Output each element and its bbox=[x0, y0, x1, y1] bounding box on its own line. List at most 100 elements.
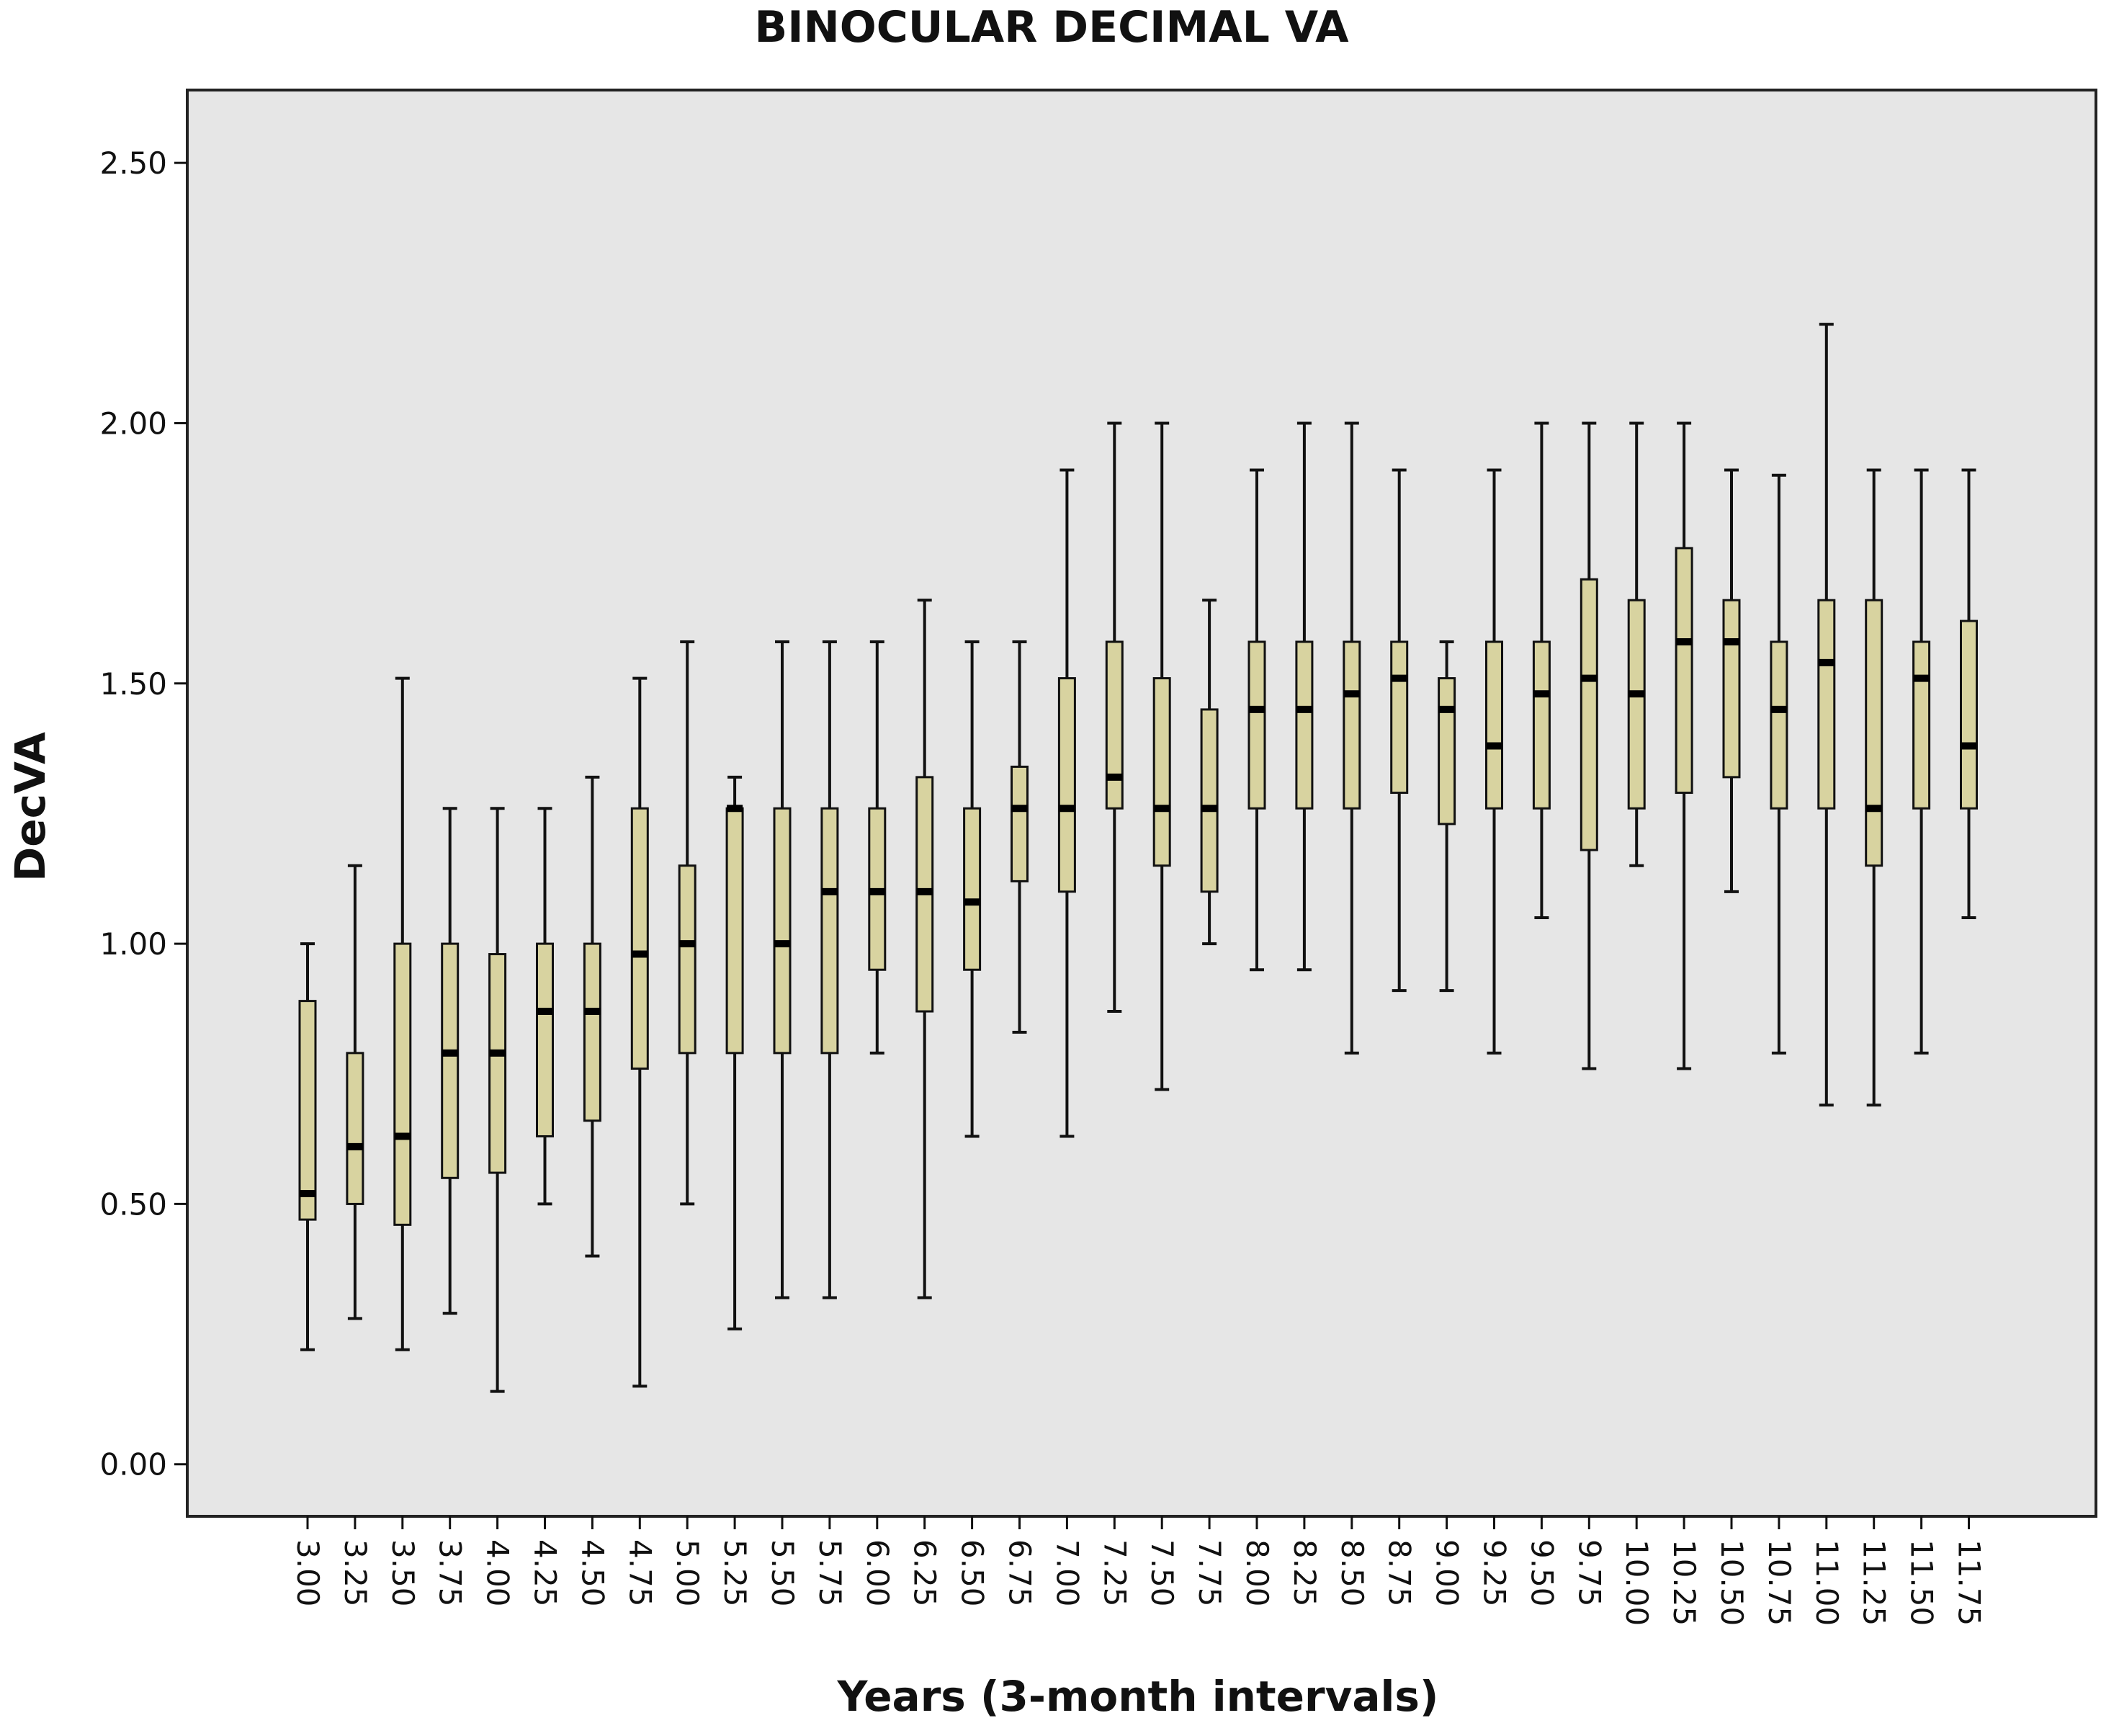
x-tick-label: 6.75 bbox=[1003, 1539, 1038, 1607]
x-tick-label: 10.00 bbox=[1619, 1539, 1654, 1626]
y-tick-label: 2.50 bbox=[99, 146, 167, 181]
y-tick-label: 1.50 bbox=[99, 666, 167, 702]
box-item bbox=[820, 640, 839, 1299]
iqr-box bbox=[1438, 677, 1456, 826]
iqr-box bbox=[678, 864, 696, 1055]
x-tick-label: 6.00 bbox=[860, 1539, 895, 1607]
x-tick-label: 8.75 bbox=[1382, 1539, 1417, 1607]
iqr-box bbox=[1960, 619, 1978, 810]
box-item bbox=[346, 864, 364, 1320]
iqr-box bbox=[1011, 765, 1029, 882]
box-item bbox=[1580, 421, 1598, 1070]
y-axis: 0.00 0.50 1.00 1.50 2.00 2.50 bbox=[99, 146, 187, 1482]
box-item bbox=[1722, 468, 1741, 893]
x-tick-label: 3.75 bbox=[433, 1539, 468, 1607]
iqr-box bbox=[583, 942, 601, 1122]
x-tick-label: 9.75 bbox=[1572, 1539, 1607, 1607]
iqr-box bbox=[346, 1052, 364, 1205]
x-tick-label: 11.50 bbox=[1904, 1539, 1940, 1626]
box-item bbox=[536, 807, 554, 1206]
box-item bbox=[1960, 468, 1978, 919]
iqr-box bbox=[1722, 599, 1741, 779]
iqr-box bbox=[1295, 640, 1314, 810]
iqr-box bbox=[1390, 640, 1409, 795]
iqr-box bbox=[488, 953, 507, 1174]
iqr-box bbox=[1675, 547, 1693, 795]
iqr-box bbox=[1485, 640, 1503, 810]
box-item bbox=[441, 807, 460, 1315]
iqr-box bbox=[298, 1000, 317, 1221]
box-item bbox=[725, 775, 744, 1330]
box-item bbox=[1770, 473, 1788, 1055]
x-tick-label: 11.25 bbox=[1857, 1539, 1892, 1626]
box-item bbox=[1200, 599, 1219, 946]
x-tick-label: 3.50 bbox=[385, 1539, 421, 1607]
boxes-group bbox=[298, 323, 1978, 1393]
box-item bbox=[1057, 468, 1076, 1138]
y-axis-label: DecVA bbox=[6, 732, 55, 882]
box-item bbox=[1485, 468, 1503, 1055]
x-tick-label: 7.75 bbox=[1192, 1539, 1227, 1607]
x-tick-label: 6.25 bbox=[908, 1539, 943, 1607]
iqr-box bbox=[820, 807, 839, 1055]
x-tick-label: 5.25 bbox=[717, 1539, 753, 1607]
x-tick-label: 9.25 bbox=[1477, 1539, 1513, 1607]
x-tick-label: 10.50 bbox=[1714, 1539, 1750, 1626]
box-item bbox=[868, 640, 887, 1055]
iqr-box bbox=[536, 942, 554, 1137]
iqr-box bbox=[1912, 640, 1931, 810]
box-item bbox=[1011, 640, 1029, 1034]
x-tick-label: 4.00 bbox=[480, 1539, 516, 1607]
box-item bbox=[393, 676, 412, 1351]
box-item bbox=[1675, 421, 1693, 1070]
y-tick-label: 2.00 bbox=[99, 406, 167, 441]
x-tick-label: 6.50 bbox=[955, 1539, 990, 1607]
box-item bbox=[1912, 468, 1931, 1055]
x-tick-label: 10.75 bbox=[1762, 1539, 1797, 1626]
iqr-box bbox=[1247, 640, 1266, 810]
box-item bbox=[630, 676, 649, 1388]
box-item bbox=[1438, 640, 1456, 993]
box-item bbox=[488, 807, 507, 1393]
x-tick-label: 7.25 bbox=[1097, 1539, 1132, 1607]
x-tick-label: 5.75 bbox=[812, 1539, 848, 1607]
box-item bbox=[298, 942, 317, 1351]
box-item bbox=[1532, 421, 1551, 919]
box-item bbox=[773, 640, 792, 1299]
iqr-box bbox=[773, 807, 792, 1055]
iqr-box bbox=[1627, 599, 1646, 810]
iqr-box bbox=[441, 942, 460, 1179]
x-tick-label: 11.00 bbox=[1809, 1539, 1845, 1626]
x-tick-label: 7.50 bbox=[1144, 1539, 1180, 1607]
x-tick-label: 9.50 bbox=[1524, 1539, 1559, 1607]
x-tick-label: 5.50 bbox=[765, 1539, 800, 1607]
x-tick-label: 8.00 bbox=[1240, 1539, 1275, 1607]
box-item bbox=[583, 775, 601, 1258]
iqr-box bbox=[725, 807, 744, 1055]
box-item bbox=[1390, 468, 1409, 993]
box-item bbox=[915, 599, 934, 1299]
iqr-box bbox=[1105, 640, 1124, 810]
x-tick-label: 8.50 bbox=[1335, 1539, 1370, 1607]
x-tick-label: 5.00 bbox=[670, 1539, 705, 1607]
box-item bbox=[1343, 421, 1361, 1055]
box-item bbox=[1295, 421, 1314, 972]
x-tick-label: 9.00 bbox=[1430, 1539, 1465, 1607]
iqr-box bbox=[630, 807, 649, 1070]
box-item bbox=[1152, 421, 1171, 1091]
iqr-box bbox=[1200, 708, 1219, 893]
x-tick-label: 4.25 bbox=[528, 1539, 563, 1607]
x-tick-label: 11.75 bbox=[1952, 1539, 1987, 1626]
iqr-box bbox=[1532, 640, 1551, 810]
x-tick-label: 8.25 bbox=[1287, 1539, 1322, 1607]
iqr-box bbox=[1770, 640, 1788, 810]
iqr-box bbox=[1865, 599, 1883, 867]
y-tick-label: 0.50 bbox=[99, 1186, 167, 1222]
iqr-box bbox=[1580, 578, 1598, 851]
x-axis: 3.00 3.25 3.50 3.75 4.00 4.25 4.50 4.75 5.00 5.25… bbox=[290, 1516, 1987, 1626]
iqr-box bbox=[1057, 677, 1076, 893]
x-tick-label: 4.50 bbox=[575, 1539, 610, 1607]
box-item bbox=[1817, 323, 1836, 1107]
x-tick-label: 10.25 bbox=[1667, 1539, 1702, 1626]
